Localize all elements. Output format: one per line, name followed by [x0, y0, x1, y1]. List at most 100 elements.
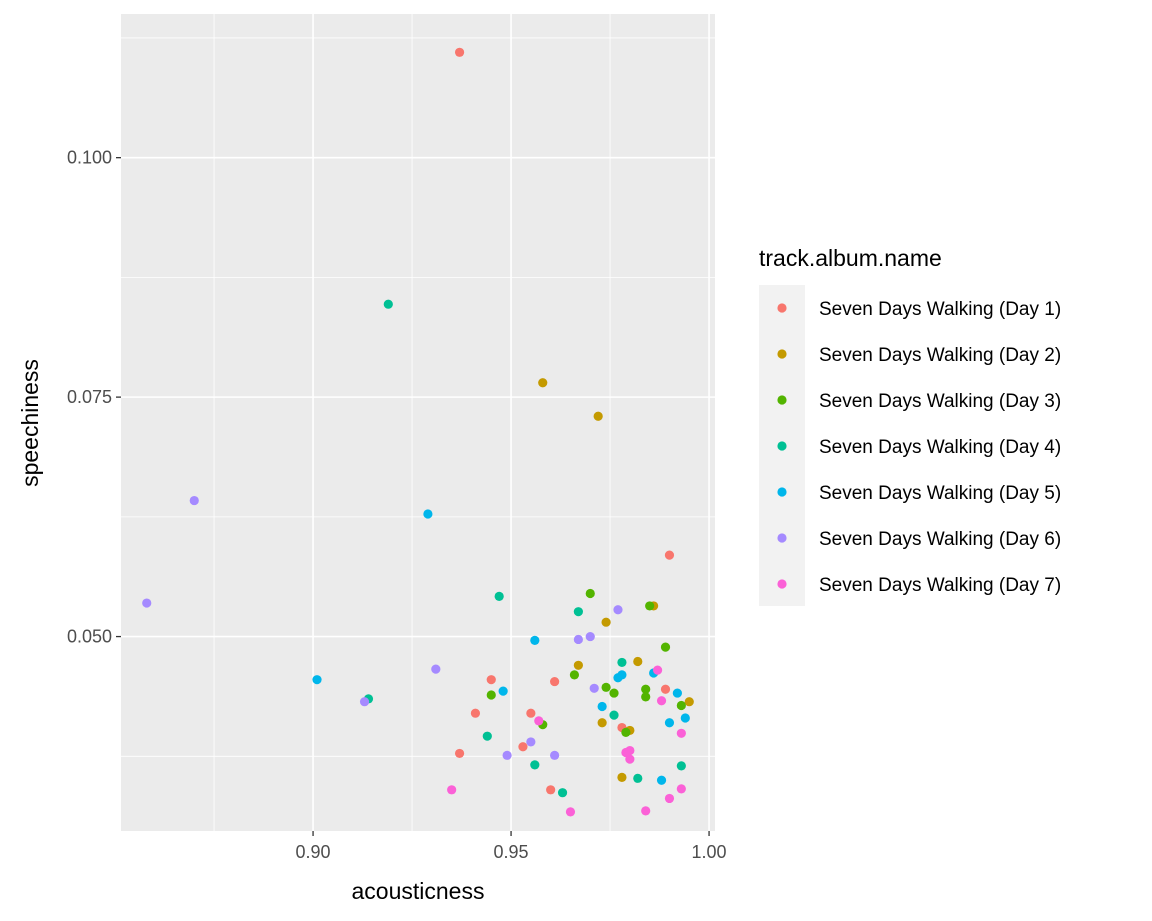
data-point-day-6 [502, 750, 512, 760]
legend-label-day-2: Seven Days Walking (Day 2) [819, 345, 1061, 366]
data-point-day-5 [672, 688, 682, 698]
data-point-day-7 [664, 793, 675, 804]
y-tick-label: 0.075 [67, 387, 112, 407]
legend-label-day-1: Seven Days Walking (Day 1) [819, 299, 1061, 320]
legend-key-day-2 [777, 349, 787, 359]
x-tick-label: 0.90 [296, 842, 331, 862]
data-point-day-1 [664, 550, 675, 560]
data-point-day-5 [498, 686, 508, 696]
minor-gridlines [121, 14, 715, 831]
data-point-day-3 [676, 700, 686, 711]
data-point-day-2 [573, 660, 583, 670]
legend-label-day-7: Seven Days Walking (Day 7) [819, 575, 1061, 596]
data-point-day-4 [609, 710, 619, 720]
legend-key-day-1 [777, 303, 787, 313]
data-point-day-1 [550, 676, 560, 687]
data-point-day-6 [189, 495, 199, 506]
data-point-day-5 [664, 718, 675, 728]
data-point-day-3 [621, 727, 631, 737]
plot-panel [121, 14, 715, 831]
data-point-day-1 [518, 742, 528, 752]
legend-label-day-6: Seven Days Walking (Day 6) [819, 529, 1061, 550]
data-point-day-4 [482, 731, 492, 741]
data-point-day-2 [633, 656, 643, 667]
legend-label-day-3: Seven Days Walking (Day 3) [819, 391, 1061, 412]
data-point-day-2 [617, 772, 627, 782]
data-point-day-2 [593, 411, 603, 421]
data-point-day-7 [447, 785, 457, 795]
data-point-day-1 [486, 675, 496, 685]
data-point-day-4 [617, 657, 627, 668]
data-point-day-7 [676, 728, 686, 738]
data-point-day-4 [573, 607, 583, 617]
legend-label-day-5: Seven Days Walking (Day 5) [819, 483, 1061, 504]
x-axis: 0.90 0.95 1.00 [296, 831, 727, 862]
y-axis: 0.050 0.075 0.100 [67, 148, 121, 647]
data-point-day-7 [641, 806, 651, 816]
data-point-day-2 [601, 617, 611, 627]
data-point-day-5 [656, 775, 667, 785]
data-point-day-6 [359, 697, 370, 707]
data-point-day-1 [454, 47, 465, 57]
y-axis-title: speechiness [17, 359, 43, 487]
data-point-day-5 [680, 713, 690, 723]
data-point-day-6 [613, 605, 623, 615]
legend-key-day-6 [777, 533, 787, 543]
legend-title: track.album.name [759, 245, 942, 271]
data-point-day-3 [585, 588, 595, 599]
data-point-day-2 [684, 697, 694, 707]
data-point-day-2 [538, 378, 548, 388]
data-points [142, 47, 694, 817]
data-point-day-4 [494, 591, 504, 601]
data-point-day-6 [573, 634, 583, 645]
data-point-day-6 [526, 737, 536, 747]
data-point-day-3 [609, 688, 619, 698]
data-point-day-3 [601, 682, 611, 692]
data-point-day-6 [585, 631, 595, 642]
data-point-day-7 [676, 784, 686, 794]
data-point-day-5 [312, 675, 322, 685]
data-point-day-5 [617, 670, 627, 680]
data-point-day-4 [557, 788, 568, 798]
data-point-day-3 [569, 670, 580, 680]
legend-key-day-4 [777, 441, 787, 451]
data-point-day-6 [431, 664, 441, 674]
data-point-day-1 [660, 684, 671, 694]
legend: track.album.name Seven Days Walking (Day… [759, 245, 1061, 606]
y-tick-label: 0.100 [67, 148, 112, 168]
data-point-day-6 [589, 683, 599, 693]
data-point-day-3 [641, 684, 651, 694]
data-point-day-2 [597, 718, 607, 728]
data-point-day-4 [530, 760, 540, 770]
data-point-day-1 [454, 748, 465, 759]
data-point-day-1 [526, 708, 536, 718]
legend-key-day-3 [777, 395, 787, 405]
y-tick-label: 0.050 [67, 627, 112, 647]
x-axis-title: acousticness [352, 878, 485, 904]
data-point-day-3 [660, 642, 671, 652]
x-tick-label: 1.00 [692, 842, 727, 862]
data-point-day-3 [645, 601, 655, 611]
data-point-day-4 [633, 773, 643, 783]
data-point-day-1 [546, 785, 556, 795]
data-point-day-7 [621, 747, 631, 758]
data-point-day-5 [530, 635, 540, 645]
data-point-day-7 [625, 754, 635, 764]
major-gridlines [121, 14, 715, 831]
x-tick-label: 0.95 [494, 842, 529, 862]
legend-key-day-5 [777, 487, 787, 497]
data-point-day-4 [676, 761, 686, 771]
data-point-day-4 [383, 299, 393, 309]
data-point-day-7 [652, 665, 663, 675]
data-point-day-1 [470, 708, 481, 718]
data-point-day-3 [641, 692, 651, 702]
data-point-day-6 [142, 598, 152, 608]
data-point-day-7 [565, 807, 576, 817]
data-point-day-5 [423, 509, 433, 519]
legend-key-day-7 [777, 579, 787, 589]
data-point-day-3 [486, 690, 496, 700]
data-point-day-6 [550, 750, 560, 760]
data-point-day-7 [534, 716, 544, 726]
data-point-day-7 [656, 696, 667, 706]
